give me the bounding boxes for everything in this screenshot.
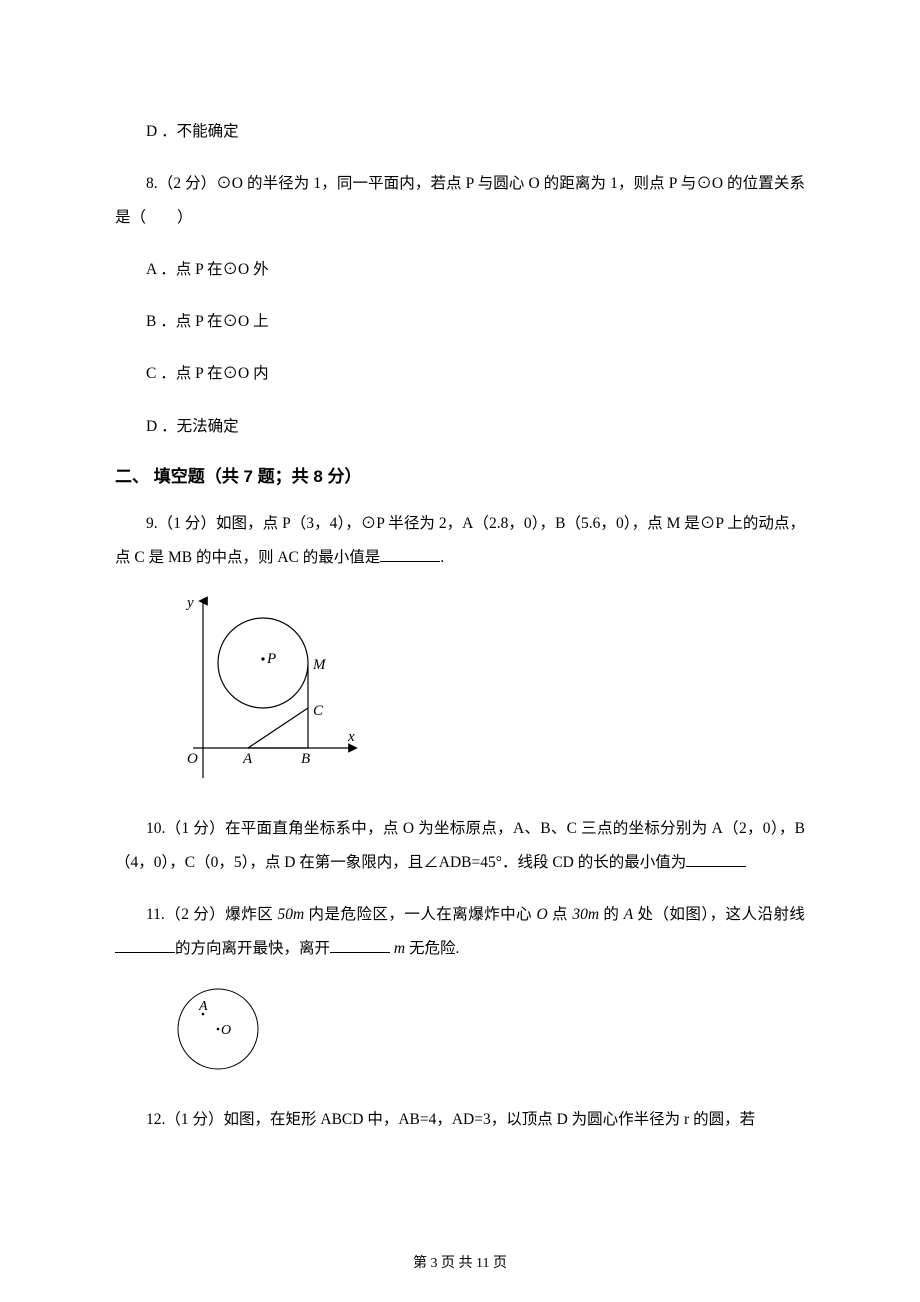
q11-m: m bbox=[390, 940, 409, 957]
section-2-heading: 二、 填空题（共 7 题；共 8 分） bbox=[115, 462, 805, 487]
q11-mid1: 内是危险区，一人在离爆炸中心 bbox=[304, 906, 536, 923]
point-p-dot bbox=[261, 657, 264, 660]
q10-blank bbox=[686, 851, 746, 867]
q8-option-c: C ．点 P 在⊙O 内 bbox=[115, 357, 805, 391]
label-o: O bbox=[187, 751, 198, 767]
q11-blank2 bbox=[330, 938, 390, 954]
q8-option-b: B ．点 P 在⊙O 上 bbox=[115, 305, 805, 339]
circle-p bbox=[218, 618, 308, 708]
label-y: y bbox=[185, 595, 194, 611]
q11-50m: 50m bbox=[278, 906, 305, 923]
q11-mid2: 点 bbox=[548, 906, 573, 923]
q11-mid3: 的 bbox=[599, 906, 624, 923]
q11-svg: A O bbox=[163, 984, 273, 1074]
q9-svg: y x O A B P M C bbox=[163, 593, 363, 783]
q11-pre: 11.（2 分）爆炸区 bbox=[146, 906, 278, 923]
q8-option-a: A ．点 P 在⊙O 外 bbox=[115, 253, 805, 287]
q8-option-d: D ．无法确定 bbox=[115, 410, 805, 444]
q11-stem: 11.（2 分）爆炸区 50m 内是危险区，一人在离爆炸中心 O 点 30m 的… bbox=[115, 898, 805, 966]
q11-mid6: 无危险. bbox=[409, 940, 459, 957]
page-container: D ．不能确定 8.（2 分）⊙O 的半径为 1，同一平面内，若点 P 与圆心 … bbox=[0, 0, 920, 1302]
q10-stem: 10.（1 分）在平面直角坐标系中，点 O 为坐标原点，A、B、C 三点的坐标分… bbox=[115, 812, 805, 880]
q11-figure: A O bbox=[163, 984, 805, 1079]
q11-blank1 bbox=[115, 938, 175, 954]
segment-ac bbox=[248, 708, 308, 748]
q7-option-d: D ．不能确定 bbox=[115, 115, 805, 149]
label-c: C bbox=[313, 703, 324, 719]
q9-stem-pre: 9.（1 分）如图，点 P（3，4），⊙P 半径为 2，A（2.8，0），B（5… bbox=[115, 515, 805, 566]
label-m: M bbox=[312, 657, 327, 673]
q9-blank bbox=[380, 546, 440, 562]
q11-label-o: O bbox=[221, 1023, 231, 1038]
q11-30m: 30m bbox=[572, 906, 599, 923]
q9-figure: y x O A B P M C bbox=[163, 593, 805, 788]
label-x: x bbox=[347, 729, 355, 745]
q11-mid5: 的方向离开最快，离开 bbox=[175, 940, 330, 957]
q11-point-o-dot bbox=[217, 1028, 220, 1031]
q9-stem-post: . bbox=[440, 549, 444, 566]
q11-a: A bbox=[624, 906, 633, 923]
page-footer: 第 3 页 共 11 页 bbox=[0, 1252, 920, 1272]
label-p: P bbox=[266, 651, 276, 667]
q8-stem: 8.（2 分）⊙O 的半径为 1，同一平面内，若点 P 与圆心 O 的距离为 1… bbox=[115, 167, 805, 235]
q9-stem: 9.（1 分）如图，点 P（3，4），⊙P 半径为 2，A（2.8，0），B（5… bbox=[115, 507, 805, 575]
q11-mid4: 处（如图），这人沿射线 bbox=[633, 906, 805, 923]
label-b: B bbox=[301, 751, 310, 767]
q12-stem: 12.（1 分）如图，在矩形 ABCD 中，AB=4，AD=3，以顶点 D 为圆… bbox=[115, 1103, 805, 1137]
label-a: A bbox=[242, 751, 253, 767]
q11-o: O bbox=[536, 906, 547, 923]
q11-label-a: A bbox=[198, 999, 208, 1014]
